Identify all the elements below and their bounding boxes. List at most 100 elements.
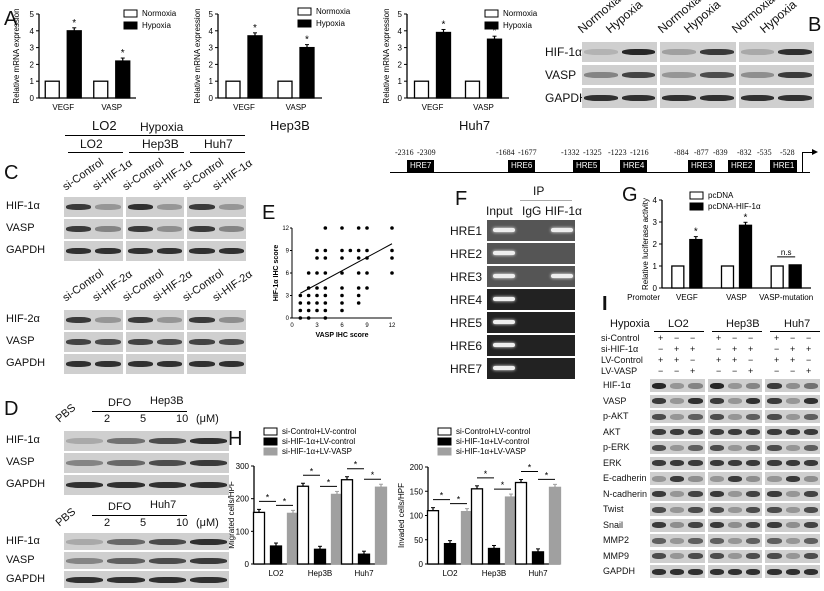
band bbox=[785, 475, 800, 482]
band bbox=[670, 444, 685, 451]
y-axis-label: Invaded cells/HPF bbox=[397, 483, 406, 548]
band bbox=[767, 460, 782, 466]
scatter-point bbox=[298, 316, 303, 320]
bar-hypoxia bbox=[247, 35, 263, 99]
scatter-point bbox=[306, 301, 311, 305]
band bbox=[148, 557, 186, 564]
y-axis-label: Relative mRNA expression bbox=[382, 8, 391, 103]
y-tick-label: 1 bbox=[209, 77, 214, 86]
scatter-point bbox=[365, 286, 369, 290]
bar-pcdna bbox=[671, 265, 685, 289]
significance-star: * bbox=[121, 48, 125, 59]
cell-line-label: LO2 bbox=[668, 318, 689, 330]
band bbox=[148, 576, 186, 583]
band bbox=[107, 460, 145, 466]
legend-label: Normoxia bbox=[503, 9, 538, 18]
hre-row-label: HRE3 bbox=[450, 270, 483, 284]
band bbox=[688, 460, 703, 466]
band bbox=[767, 553, 782, 559]
legend-label: pcDNA-HIF-1α bbox=[708, 202, 761, 211]
blot-row-label-e-cadherin: E-cadherin bbox=[603, 473, 647, 484]
y-axis-label: Migrated cells/HPF bbox=[227, 481, 236, 549]
band bbox=[746, 398, 761, 404]
legend-swatch bbox=[123, 9, 138, 18]
band bbox=[670, 460, 685, 466]
cell-line-label: Hep3B bbox=[726, 318, 760, 330]
panel-i-blot bbox=[707, 487, 763, 501]
panel-i-blot bbox=[650, 503, 705, 516]
band bbox=[189, 460, 227, 466]
blot-row-label-gapdh: GAPDH bbox=[6, 478, 46, 491]
treatment-sign: − bbox=[732, 333, 738, 343]
blot-row-label-erk: ERK bbox=[603, 457, 622, 468]
band bbox=[66, 204, 92, 210]
band bbox=[740, 72, 775, 78]
band bbox=[709, 429, 724, 435]
column-label: Input bbox=[486, 204, 513, 218]
scatter-point bbox=[315, 293, 319, 298]
scatter-point bbox=[390, 226, 394, 230]
band bbox=[189, 204, 215, 210]
band bbox=[189, 576, 227, 583]
gel-lane-row bbox=[487, 358, 575, 379]
bar-hypoxia bbox=[66, 30, 82, 99]
y-axis-label: Relative mRNA expression bbox=[193, 8, 202, 103]
hypoxia-header: Hypoxia bbox=[140, 120, 184, 134]
band bbox=[767, 522, 782, 528]
x-tick-label: 12 bbox=[389, 323, 396, 329]
hre-end-position: -528 bbox=[780, 148, 795, 157]
gel-band bbox=[493, 366, 515, 370]
band bbox=[66, 248, 92, 254]
panel-i-blot bbox=[765, 425, 820, 439]
band bbox=[709, 491, 724, 497]
legend-label: pcDNA bbox=[708, 191, 734, 200]
band bbox=[652, 491, 667, 497]
panel-i-blot bbox=[765, 379, 820, 392]
panel-i-blot bbox=[650, 534, 705, 547]
panel-b-blot bbox=[660, 42, 736, 62]
band bbox=[803, 444, 818, 451]
x-tick-label: 0 bbox=[290, 323, 294, 329]
band bbox=[767, 537, 782, 544]
band bbox=[767, 506, 782, 513]
panel-label-d: D bbox=[4, 398, 19, 420]
band bbox=[189, 438, 227, 444]
y-tick-label: 2 bbox=[209, 60, 214, 69]
band bbox=[688, 537, 703, 544]
band bbox=[66, 538, 104, 545]
scatter-point bbox=[340, 256, 344, 260]
column-label: HIF-1α bbox=[545, 204, 582, 218]
gel-lane-row bbox=[487, 335, 575, 356]
gel-lane-row bbox=[487, 220, 575, 241]
band bbox=[148, 538, 186, 545]
band bbox=[727, 568, 743, 575]
band bbox=[785, 413, 800, 420]
scatter-point bbox=[356, 286, 361, 290]
band bbox=[156, 226, 183, 232]
band bbox=[127, 339, 153, 345]
hre-start-position: -1684 bbox=[496, 148, 515, 157]
scatter-point bbox=[306, 308, 311, 313]
band bbox=[688, 553, 703, 559]
panel-i-blot bbox=[707, 472, 763, 485]
ip-label: IP bbox=[533, 184, 545, 198]
band bbox=[652, 553, 667, 559]
bar-chart-A2: 0 1 2 3 4 5 Relative mRNA expression VEGF * VASP *… bbox=[193, 7, 351, 112]
significance-star: * bbox=[744, 212, 748, 223]
band bbox=[107, 438, 145, 444]
hre-end-position: -1216 bbox=[630, 148, 649, 157]
band bbox=[803, 398, 818, 404]
band bbox=[767, 382, 782, 389]
blot-row-label-twist: Twist bbox=[603, 504, 624, 515]
scatter-point bbox=[306, 316, 311, 320]
treatment-sign: − bbox=[716, 344, 722, 354]
panel-i-blot bbox=[650, 379, 705, 392]
panel-c-top-blot bbox=[64, 241, 123, 261]
x-tick-label: Huh7 bbox=[354, 569, 374, 578]
panel-b-blot bbox=[582, 65, 658, 85]
unit-label: (μM) bbox=[196, 413, 219, 425]
significance-star: * bbox=[253, 23, 257, 34]
treatment-sign: + bbox=[748, 366, 754, 376]
band bbox=[584, 72, 618, 78]
band bbox=[767, 398, 782, 404]
